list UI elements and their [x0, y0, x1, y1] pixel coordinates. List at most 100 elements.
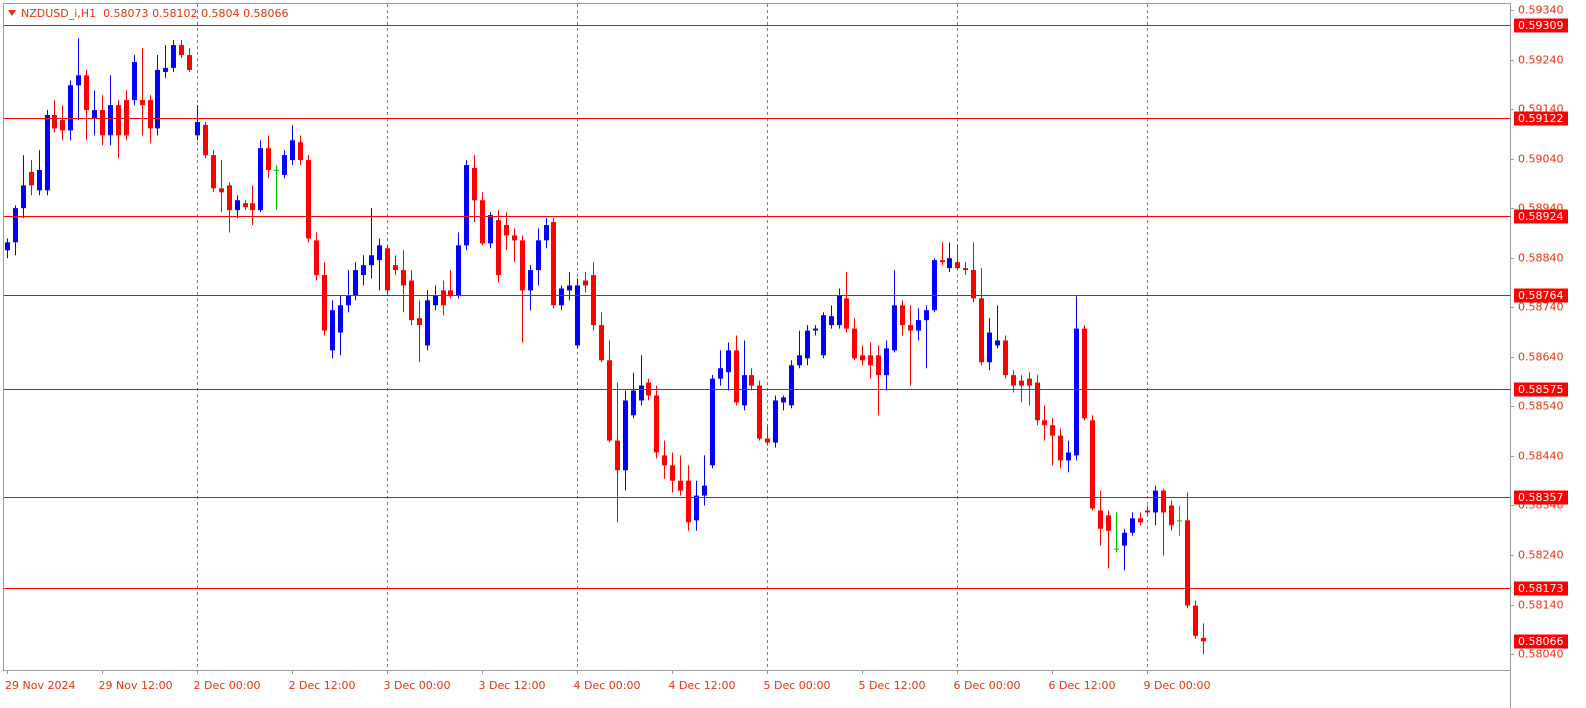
candle-body — [488, 215, 493, 244]
candle-body — [187, 55, 192, 70]
candle-body — [116, 105, 121, 136]
level-price-label: 0.58173 — [1518, 582, 1564, 595]
x-tick-label: 4 Dec 12:00 — [669, 679, 736, 692]
candle-body — [662, 455, 667, 466]
candle-body — [678, 480, 683, 491]
candle-body — [520, 240, 525, 291]
candle-body — [773, 400, 778, 443]
candle-body — [195, 121, 200, 136]
candle-body — [353, 270, 358, 296]
x-tick-label: 6 Dec 00:00 — [954, 679, 1021, 692]
candle-body — [908, 325, 913, 331]
candle-body — [1058, 435, 1063, 461]
candle-body — [250, 203, 255, 211]
level-price-box — [1514, 111, 1568, 126]
level-price-label: 0.58924 — [1518, 210, 1564, 223]
candle-body — [132, 61, 137, 101]
y-tick-label: 0.58840 — [1518, 252, 1564, 265]
candle-body — [179, 45, 184, 56]
candle-body — [607, 360, 612, 441]
candle-body — [947, 258, 952, 269]
candle-body — [441, 290, 446, 306]
candle-body — [108, 105, 113, 136]
symbol: NZDUSD_i,H1 — [21, 7, 97, 20]
candle-body — [330, 310, 335, 351]
candle-body — [227, 185, 232, 211]
candle-body — [1027, 378, 1032, 386]
candle-body — [1011, 375, 1016, 386]
candle-body — [1130, 518, 1135, 533]
candle-body — [425, 300, 430, 346]
level-price-box — [1514, 209, 1568, 224]
last-low: 0.5804 — [201, 7, 240, 20]
candle-body — [971, 270, 976, 299]
candle-body — [1185, 520, 1190, 606]
candle-body — [171, 45, 176, 68]
candle-body — [892, 305, 897, 351]
candle-body — [1106, 515, 1111, 531]
candle-body — [1169, 505, 1174, 526]
level-price-label: 0.58764 — [1518, 289, 1564, 302]
candle-body — [932, 260, 937, 311]
candle-body — [433, 295, 438, 306]
candle-body — [765, 438, 770, 443]
candle-body — [266, 148, 271, 171]
chart-header: NZDUSD_i,H1 0.58073 0.58102 0.5804 0.580… — [8, 7, 289, 20]
candle-body — [591, 275, 596, 326]
candle-body — [140, 100, 145, 106]
candle-body — [361, 265, 366, 276]
candle-body — [464, 165, 469, 246]
candle-body — [1193, 605, 1198, 636]
candle-body — [860, 355, 865, 361]
candle-body — [29, 171, 34, 186]
candle-body — [1019, 380, 1024, 386]
candle-body — [338, 305, 343, 333]
candle-body — [1145, 510, 1150, 513]
candle-body — [496, 220, 501, 276]
candle-body — [876, 355, 881, 376]
y-tick-label: 0.58440 — [1518, 450, 1564, 463]
candle-body — [979, 298, 984, 363]
candle-body — [155, 69, 160, 129]
candle-body — [757, 385, 762, 439]
candle-body — [377, 245, 382, 261]
candle-body — [243, 203, 248, 208]
candle-body — [45, 115, 50, 191]
candle-body — [749, 375, 754, 386]
candle-body — [148, 100, 153, 129]
candle-body — [544, 225, 549, 241]
candle-body — [203, 124, 208, 156]
candle-body — [1161, 490, 1166, 513]
candle-body — [1138, 518, 1143, 523]
candle-body — [615, 440, 620, 471]
candle-body — [258, 148, 263, 211]
y-tick-label: 0.59040 — [1518, 153, 1564, 166]
plot-frame — [3, 3, 1511, 671]
candle-body — [369, 255, 374, 266]
candle-body — [1090, 420, 1095, 509]
x-tick-label: 5 Dec 12:00 — [859, 679, 926, 692]
candle-body — [448, 290, 453, 296]
level-price-box — [1514, 490, 1568, 505]
candle-body — [900, 305, 905, 326]
candle-body — [52, 115, 57, 129]
x-tick-label: 2 Dec 00:00 — [194, 679, 261, 692]
candle-body — [639, 385, 644, 401]
candle-body — [821, 315, 826, 356]
x-tick-label: 29 Nov 12:00 — [99, 679, 173, 692]
y-tick-label: 0.58640 — [1518, 351, 1564, 364]
x-tick-label: 6 Dec 12:00 — [1049, 679, 1116, 692]
candle-body — [781, 397, 786, 403]
candle-body — [13, 208, 18, 243]
candle-body — [551, 222, 556, 306]
candle-body — [805, 330, 810, 359]
x-tick-label: 4 Dec 00:00 — [574, 679, 641, 692]
candle-body — [837, 295, 842, 326]
candle-body — [726, 350, 731, 373]
level-price-box — [1514, 18, 1568, 33]
candle-body — [472, 168, 477, 201]
candle-body — [1003, 340, 1008, 376]
candle-body — [274, 170, 279, 172]
level-price-label: 0.58357 — [1518, 491, 1564, 504]
candle-body — [1201, 637, 1206, 642]
